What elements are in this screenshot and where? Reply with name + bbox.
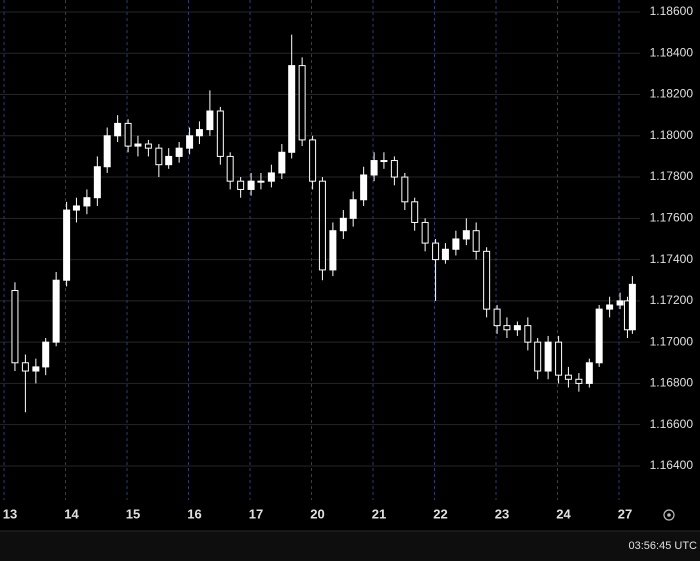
x-tick-label: 24 [556,506,571,521]
candle-body [575,378,583,384]
x-tick-label: 21 [372,506,386,521]
candle-body [329,230,337,271]
candle-body [186,135,194,149]
candle-body [472,230,480,252]
candle-body [114,122,122,137]
x-tick-label: 22 [433,506,447,521]
candle-body [195,129,203,137]
x-tick-label: 13 [3,506,17,521]
y-tick-label: 1.16400 [650,458,694,472]
candle-body [411,201,419,223]
candle-body [288,65,296,153]
candle-body [349,199,357,219]
candle-body [628,283,636,331]
candle-body [483,250,491,310]
clock: 03:56:45 UTC [629,540,698,552]
candle-body [21,362,29,372]
x-tick-label: 14 [64,506,79,521]
candle-body [318,180,326,271]
candle-body [155,147,163,166]
candle-body [555,341,563,376]
candle-body [83,197,91,207]
x-tick-label: 15 [126,506,140,521]
y-tick-label: 1.18200 [650,87,694,101]
candle-body [534,341,542,372]
settings-ring[interactable] [663,509,675,521]
candle-body [452,238,460,250]
candle-body [134,143,142,147]
candle-body [503,325,511,331]
candle-body [462,230,470,240]
y-tick-label: 1.17600 [650,210,694,224]
candle-body [124,122,132,147]
y-tick-label: 1.16800 [650,376,694,390]
candle-body [278,151,286,174]
candle-body [42,341,50,368]
candle-body [339,217,347,232]
y-tick-label: 1.18000 [650,128,694,142]
x-tick-label: 17 [249,506,263,521]
candle-body [585,362,593,384]
x-tick-label: 20 [310,506,324,521]
candle-body [144,143,152,149]
candle-body [72,205,80,211]
candle-body [52,279,60,343]
candle-body [11,290,19,364]
x-tick-label: 23 [495,506,509,521]
candle-body [267,172,275,182]
candle-body [309,139,317,182]
y-tick-label: 1.18600 [650,4,694,18]
candle-body [421,221,429,244]
candle-body [370,160,378,176]
candle-body [524,325,532,343]
candle-body [564,374,572,380]
candle-body [606,304,614,310]
candle-body [237,180,245,190]
candle-body [226,155,234,182]
candle-body [595,308,603,364]
y-tick-label: 1.17000 [650,334,694,348]
candle-body [432,242,440,261]
candle-body [206,110,214,131]
candle-body [544,341,552,372]
status-bar [0,531,700,561]
y-tick-label: 1.16600 [650,417,694,431]
candle-body [257,180,265,183]
candle-body [493,308,501,327]
x-tick-label: 27 [618,506,632,521]
candle-body [390,160,398,178]
settings-icon[interactable] [663,509,675,521]
candle-body [298,65,306,141]
candle-body [360,174,368,201]
candle-body [401,176,409,203]
y-tick-label: 1.17200 [650,293,694,307]
candle-body [513,325,521,331]
candle-body [63,209,71,281]
candle-body [175,147,183,157]
candle-body [103,135,111,168]
settings-dot[interactable] [667,513,671,517]
candle-body [616,300,624,306]
candle-body [247,180,255,190]
y-tick-label: 1.17400 [650,252,694,266]
candle-body [441,248,449,261]
y-tick-label: 1.18400 [650,45,694,59]
y-tick-label: 1.17800 [650,169,694,183]
x-tick-label: 16 [187,506,201,521]
candle-body [380,160,388,163]
candle-body [165,155,173,166]
candle-body [32,366,40,372]
candle-body [216,110,224,157]
candle-body [93,166,101,199]
